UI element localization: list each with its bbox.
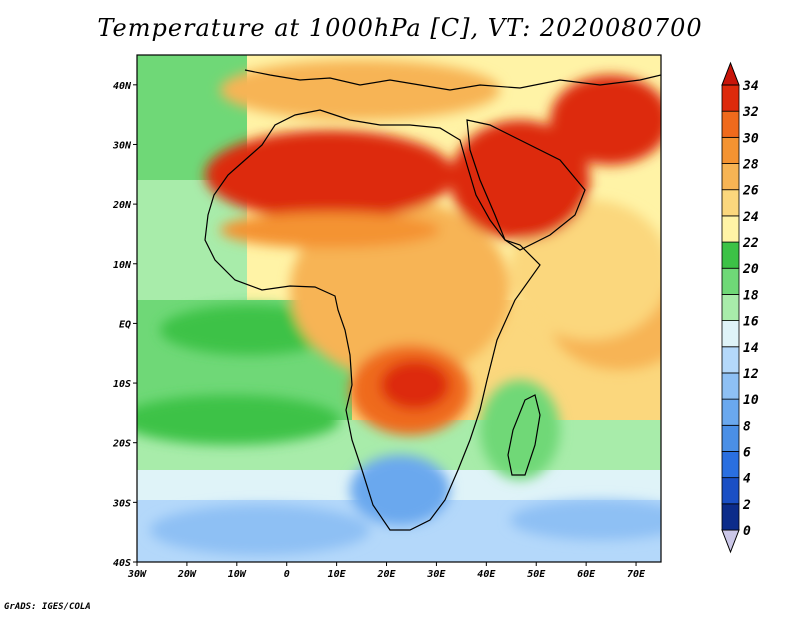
field-iran — [550, 75, 661, 165]
field-south-indian — [510, 500, 661, 540]
colorbar-segment — [721, 163, 740, 191]
lat-tick-label: 30S — [112, 498, 131, 509]
colorbar-segment — [721, 189, 740, 217]
colorbar-label: 2 — [742, 498, 751, 513]
colorbar-over-triangle — [721, 61, 740, 86]
colorbar-label: 26 — [742, 184, 759, 199]
africa-coastline — [204, 109, 541, 531]
colorbar-label: 28 — [742, 158, 759, 173]
chart-title: Temperature at 1000hPa [C], VT: 20200807… — [97, 14, 703, 42]
grads-credit: GrADS: IGES/COLA — [4, 602, 91, 612]
europe-coastline — [244, 69, 661, 91]
colorbar-label: 18 — [743, 288, 759, 303]
colorbar-label: 22 — [742, 236, 759, 251]
colorbar-label: 10 — [743, 393, 759, 408]
field-south-central-hot — [380, 360, 450, 410]
colorbar-segment — [721, 398, 740, 426]
colorbar-label: 14 — [743, 341, 759, 356]
field-gulf-guinea — [160, 305, 340, 355]
field-med — [220, 60, 500, 120]
field-madagascar-green — [480, 380, 560, 480]
colorbar-label: 34 — [742, 79, 759, 94]
field-south-atlantic-cool — [150, 505, 370, 555]
lon-tick-label: 30W — [127, 569, 147, 580]
arabia-coastline — [466, 119, 586, 251]
lon-tick-label: 60E — [577, 569, 596, 580]
lon-tick-label: 0 — [284, 569, 290, 580]
colorbar-segment — [721, 320, 740, 348]
colorbar-segment — [721, 372, 740, 400]
lon-tick-label: 20E — [376, 569, 396, 580]
colorbar-segment — [721, 503, 740, 531]
colorbar-segment — [721, 477, 740, 505]
lat-tick-label: 10N — [113, 260, 132, 271]
lat-tick-label: 40S — [113, 558, 131, 569]
field-sahel-edge — [220, 212, 440, 248]
colorbar-segment — [721, 294, 740, 321]
colorbar-label: 20 — [742, 262, 759, 277]
lon-tick-label: 50E — [527, 569, 546, 580]
coastlines — [204, 69, 661, 531]
lon-tick-label: 20W — [177, 569, 197, 580]
plot-frame — [136, 54, 662, 563]
field-sahara — [205, 130, 455, 220]
colorbar-label: 24 — [742, 210, 759, 225]
lon-tick-label: 10W — [228, 569, 247, 580]
colorbar-label: 12 — [743, 367, 759, 382]
colorbar-label: 8 — [743, 419, 751, 434]
colorbar-label: 30 — [742, 131, 759, 146]
colorbar-segment — [721, 215, 740, 243]
colorbar-under-triangle — [721, 529, 740, 554]
colorbar-label: 0 — [743, 524, 751, 539]
field-sa-trades — [137, 395, 340, 445]
colorbar-segment — [721, 110, 740, 138]
lat-tick-label: 30N — [112, 140, 132, 151]
lat-tick-label: 20N — [112, 200, 132, 211]
colorbar-segment — [721, 424, 740, 452]
madagascar-coastline — [507, 394, 541, 476]
colorbar-segment — [721, 346, 740, 374]
colorbar-label: 32 — [742, 105, 759, 120]
lat-tick-label: 20S — [112, 439, 131, 450]
lon-tick-label: 70E — [627, 569, 646, 580]
colorbar-segment — [721, 267, 740, 295]
colorbar-segment — [721, 241, 740, 269]
colorbar-segment — [721, 136, 740, 164]
colorbar-segment — [721, 451, 740, 479]
field-southern-africa — [350, 455, 450, 525]
lon-tick-label: 10E — [328, 569, 347, 580]
colorbar-label: 4 — [743, 472, 751, 487]
axis-ticks: 30W 20W 10W 0 10E 20E 30E 40E 50E 60E 70E 40N 30N 20N… — [112, 81, 646, 580]
lat-tick-label: 10S — [113, 379, 131, 390]
temperature-field — [137, 55, 661, 562]
lat-tick-label: 40N — [113, 81, 132, 92]
colorbar-segment — [721, 84, 740, 112]
lon-tick-label: 30E — [426, 569, 446, 580]
colorbar-label: 16 — [743, 315, 759, 330]
field-bg-atlantic-mid — [137, 180, 247, 310]
colorbar-label: 6 — [743, 445, 751, 460]
lon-tick-label: 40E — [477, 569, 496, 580]
lat-tick-label: EQ — [119, 319, 131, 330]
